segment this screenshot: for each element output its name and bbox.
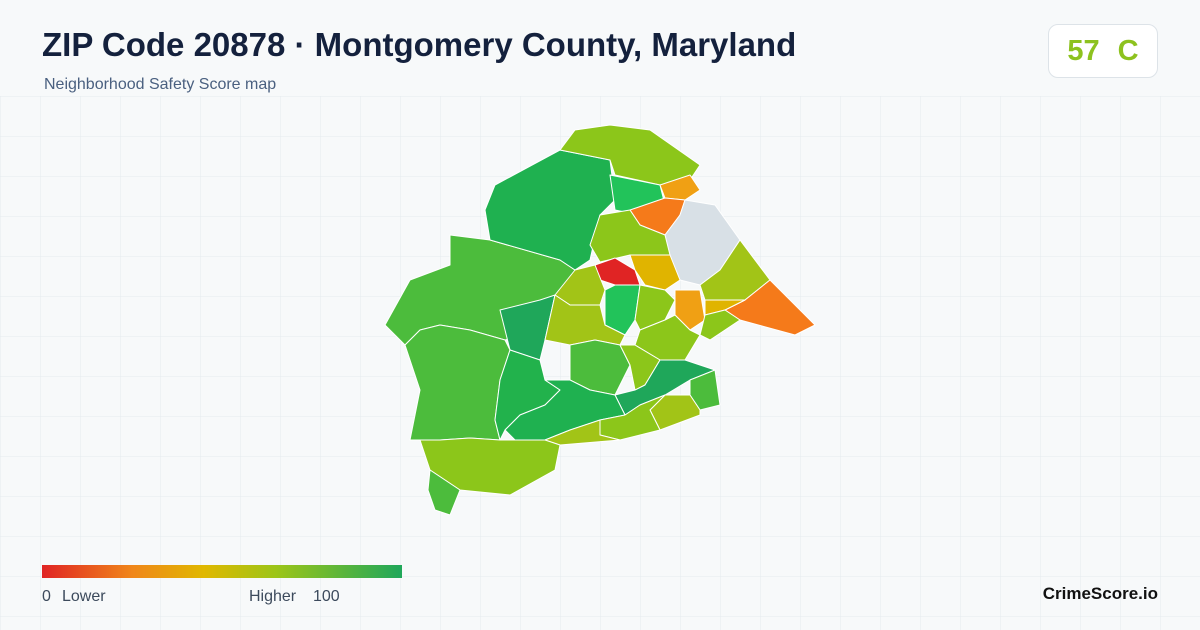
legend-max: 100 [313,588,340,605]
legend-min-label: Lower [62,588,106,605]
title: ZIP Code 20878 · Montgomery County, Mary… [42,26,797,63]
brand: CrimeScore.io [1042,584,1158,603]
legend-max-label: Higher [249,588,297,605]
neighborhoods [384,124,816,516]
legend-gradient [42,565,402,578]
legend-min: 0 [42,588,51,605]
score-grade: C [1117,34,1139,67]
score-badge: 57 C [1048,24,1158,78]
subtitle: Neighborhood Safety Score map [44,76,277,93]
score-value: 57 [1067,34,1100,67]
